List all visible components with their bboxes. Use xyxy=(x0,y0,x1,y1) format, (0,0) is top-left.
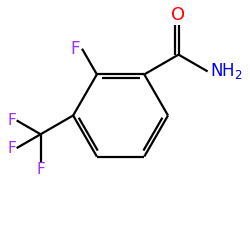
Text: O: O xyxy=(172,6,185,24)
Text: F: F xyxy=(8,113,17,128)
Text: F: F xyxy=(70,40,80,58)
Text: F: F xyxy=(36,162,45,177)
Text: F: F xyxy=(8,140,17,156)
Text: NH$_2$: NH$_2$ xyxy=(210,62,242,82)
